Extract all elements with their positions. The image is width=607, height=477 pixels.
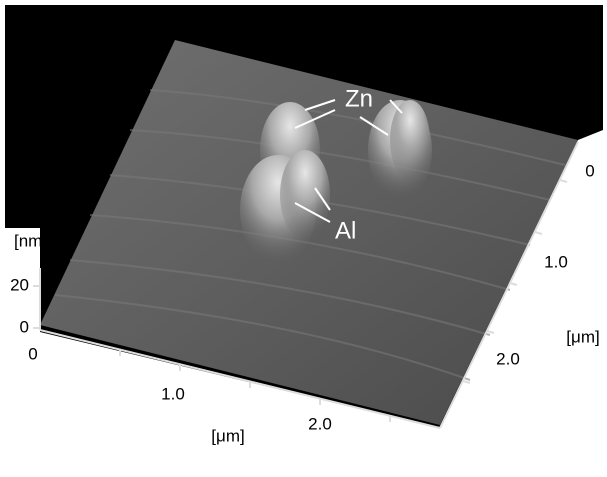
peak-zn	[390, 100, 430, 180]
annotation-zn: Zn	[345, 85, 373, 112]
page: Zn Al [nm] 20 0 0 1.0 2.0 [μm] 0 1.0 2.0…	[0, 0, 607, 477]
z-axis-unit: [nm]	[14, 231, 47, 250]
annotation-al: Al	[335, 217, 356, 244]
x-tick-label: 2.0	[308, 414, 332, 433]
y-tick-label: 2.0	[496, 349, 520, 368]
z-tick-label: 0	[20, 317, 29, 336]
x-tick-label: 1.0	[161, 384, 185, 403]
peak-al	[280, 150, 330, 240]
y-tick-label: 0	[585, 161, 594, 180]
y-axis-unit: [μm]	[566, 327, 599, 346]
y-tick-label: 1.0	[544, 252, 568, 271]
afm-figure: Zn Al [nm] 20 0 0 1.0 2.0 [μm] 0 1.0 2.0…	[0, 0, 607, 477]
x-axis-unit: [μm]	[211, 426, 244, 445]
x-tick-label: 0	[28, 344, 37, 363]
z-tick-label: 20	[10, 275, 29, 294]
